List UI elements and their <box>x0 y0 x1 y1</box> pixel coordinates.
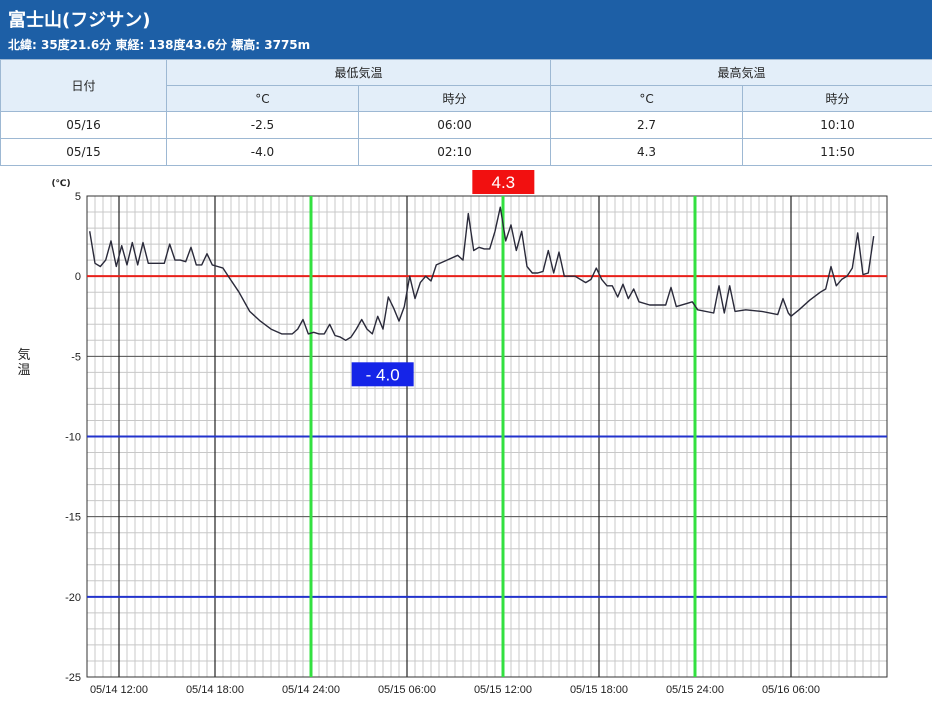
table-row: 05/15 -4.0 02:10 4.3 11:50 <box>0 138 932 166</box>
row-min-temp: -2.5 <box>166 111 359 139</box>
min-time-header: 時分 <box>357 85 552 112</box>
y-tick-label: -20 <box>65 592 81 604</box>
y-unit-label: (℃) <box>51 179 70 189</box>
row-date: 05/15 <box>0 138 167 166</box>
y-axis-label-char: 温 <box>17 363 30 378</box>
temperature-chart-svg: 5 0 -5 -10 -15 -20 -25 05/14 12:00 05/14 18:00 05… <box>17 170 888 696</box>
max-unit-header: °C <box>550 85 744 112</box>
x-tick-label: 05/15 12:00 <box>474 684 532 696</box>
station-header: 富士山(フジサン) 北緯: 35度21.6分 東経: 138度43.6分 標高:… <box>0 0 932 59</box>
annotation-label: - 4.0 <box>366 365 400 384</box>
date-header: 日付 <box>0 59 167 112</box>
row-max-time: 10:10 <box>742 111 932 139</box>
max-time-header: 時分 <box>742 85 932 112</box>
y-tick-label: 0 <box>75 271 81 283</box>
min-max-table: 日付 最低気温 最高気温 °C 時分 °C 時分 05/16 -2.5 06:0… <box>0 59 932 166</box>
station-name: 富士山(フジサン) <box>8 10 151 31</box>
x-tick-label: 05/16 06:00 <box>762 684 820 696</box>
x-tick-label: 05/14 18:00 <box>186 684 244 696</box>
min-temp-header: 最低気温 <box>165 59 552 86</box>
temperature-series-line <box>89 206 875 342</box>
row-min-temp: -4.0 <box>166 138 359 166</box>
row-date: 05/16 <box>0 111 167 139</box>
x-tick-label: 05/15 18:00 <box>570 684 628 696</box>
y-tick-label: -10 <box>65 432 81 444</box>
table-row: 05/16 -2.5 06:00 2.7 10:10 <box>0 111 932 139</box>
row-min-time: 06:00 <box>357 111 552 139</box>
temperature-chart: 5 0 -5 -10 -15 -20 -25 05/14 12:00 05/14 18:00 05… <box>0 166 932 724</box>
annotation-box <box>472 170 535 194</box>
row-max-time: 11:50 <box>742 138 932 166</box>
y-tick-label: -5 <box>71 351 81 363</box>
row-max-temp: 4.3 <box>550 138 744 166</box>
x-tick-label: 05/14 24:00 <box>282 684 340 696</box>
annotation-label: 4.3 <box>492 173 516 192</box>
station-info: 北緯: 35度21.6分 東経: 138度43.6分 標高: 3775m <box>8 38 311 52</box>
row-max-temp: 2.7 <box>550 111 744 139</box>
y-tick-label: 5 <box>75 191 81 203</box>
x-tick-label: 05/15 24:00 <box>666 684 724 696</box>
min-unit-header: °C <box>166 85 359 112</box>
x-tick-label: 05/15 06:00 <box>378 684 436 696</box>
y-tick-label: -15 <box>65 512 81 524</box>
y-tick-label: -25 <box>65 672 81 684</box>
y-axis-label-char: 気 <box>17 347 30 363</box>
max-temp-header: 最高気温 <box>550 59 932 86</box>
x-tick-label: 05/14 12:00 <box>90 684 148 696</box>
row-min-time: 02:10 <box>357 138 552 166</box>
annotation-box <box>351 362 414 387</box>
